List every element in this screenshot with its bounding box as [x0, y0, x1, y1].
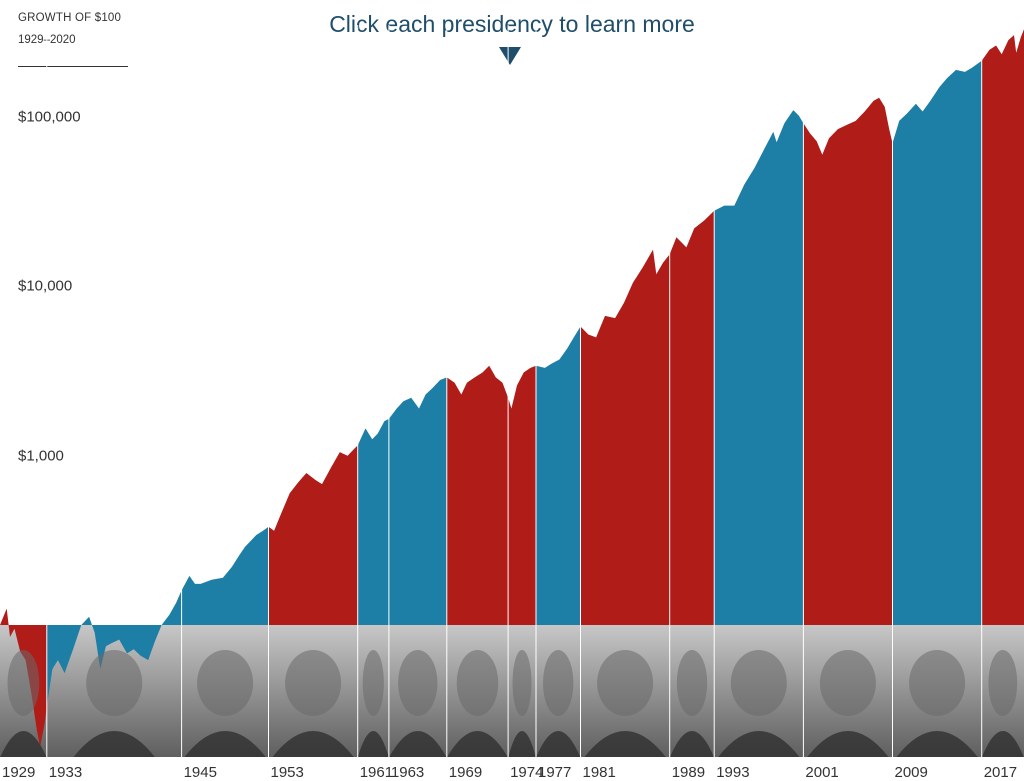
x-tick-label: 2001 — [805, 764, 838, 781]
presidency-area[interactable] — [803, 97, 893, 626]
presidency-segment[interactable]: 2001 — [802, 25, 893, 781]
presidency-segment[interactable]: 1961 — [357, 25, 393, 781]
y-tick-label: $10,000 — [18, 277, 73, 295]
president-portrait-icon — [357, 650, 389, 757]
presidency-area[interactable] — [714, 110, 804, 626]
presidency-segment[interactable]: 1993 — [713, 25, 804, 781]
x-tick-label: 2017 — [984, 764, 1017, 781]
y-tick-label: $1,000 — [18, 447, 64, 465]
presidency-area[interactable] — [536, 326, 581, 626]
x-tick-label: 1974 — [510, 764, 543, 781]
presidency-area[interactable] — [669, 210, 715, 625]
presidency-area[interactable] — [357, 418, 389, 625]
x-tick-label: 1953 — [271, 764, 304, 781]
president-portrait-icon — [536, 650, 581, 757]
y-tick-label: $100,000 — [18, 108, 81, 126]
x-tick-label: 1963 — [391, 764, 424, 781]
presidency-segment[interactable]: 1929 — [0, 608, 47, 781]
presidency-area[interactable] — [268, 445, 358, 625]
president-portrait-icon — [670, 650, 714, 757]
president-portrait-icon — [982, 650, 1024, 757]
president-portrait-icon — [718, 650, 800, 757]
presidency-area[interactable] — [446, 365, 509, 625]
president-portrait-icon — [447, 650, 508, 757]
presidency-segment[interactable]: 1974 — [507, 25, 543, 781]
x-tick-label: 1945 — [184, 764, 217, 781]
presidency-area[interactable] — [388, 377, 447, 625]
x-tick-label: 1981 — [583, 764, 616, 781]
president-portrait-icon — [0, 650, 47, 757]
x-tick-label: 1977 — [538, 764, 571, 781]
header-divider — [18, 66, 128, 67]
x-tick-label: 1929 — [2, 764, 35, 781]
president-portrait-icon — [389, 650, 447, 757]
down-arrow-icon — [499, 47, 521, 65]
instruction-text: Click each presidency to learn more — [329, 11, 695, 37]
presidency-area[interactable] — [508, 365, 536, 625]
president-portrait-icon — [584, 650, 666, 757]
president-portrait-icon — [896, 650, 978, 757]
presidency-segment[interactable]: 1963 — [388, 25, 447, 781]
x-tick-label: 1969 — [449, 764, 482, 781]
presidency-area[interactable] — [181, 526, 269, 625]
president-portrait-icon — [272, 650, 354, 757]
president-portrait-icon — [508, 650, 536, 757]
presidency-segment[interactable]: 1981 — [580, 25, 670, 781]
presidency-segment[interactable]: 1953 — [268, 25, 358, 781]
presidency-segment[interactable]: 1969 — [446, 25, 509, 781]
president-portrait-icon — [73, 650, 155, 757]
president-portrait-icon — [184, 650, 266, 757]
x-tick-label: 1993 — [716, 764, 749, 781]
presidency-segment[interactable]: 1989 — [669, 25, 715, 781]
chart-title: GROWTH OF $100 — [18, 12, 122, 24]
x-tick-label: 1933 — [49, 764, 82, 781]
x-tick-label: 2009 — [895, 764, 928, 781]
presidency-segment[interactable]: 1945 — [181, 25, 269, 781]
x-tick-label: 1961 — [360, 764, 393, 781]
presidency-segment[interactable]: 1933 — [46, 25, 182, 781]
x-tick-label: 1989 — [672, 764, 705, 781]
presidency-segment[interactable]: 2009 — [892, 25, 982, 781]
presidency-area[interactable] — [981, 29, 1024, 626]
presidency-segment[interactable]: 1977 — [535, 25, 581, 781]
presidency-area[interactable] — [0, 608, 47, 748]
president-portrait-icon — [807, 650, 889, 757]
presidency-area[interactable] — [580, 249, 670, 625]
presidency-area[interactable] — [892, 60, 982, 626]
presidency-segment[interactable]: 2017 — [981, 25, 1024, 781]
